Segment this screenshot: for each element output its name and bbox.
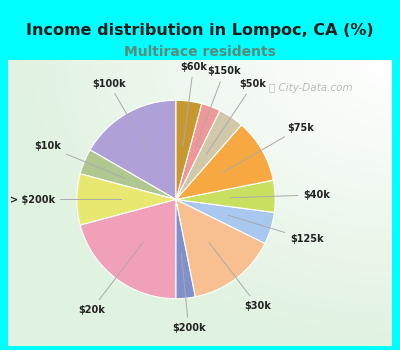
Text: $50k: $50k [206, 79, 266, 154]
Text: $75k: $75k [223, 122, 314, 172]
Wedge shape [90, 100, 176, 200]
Text: > $200k: > $200k [10, 195, 122, 204]
Wedge shape [176, 199, 195, 299]
Wedge shape [176, 125, 273, 199]
Text: Income distribution in Lompoc, CA (%): Income distribution in Lompoc, CA (%) [26, 23, 374, 38]
Text: $40k: $40k [230, 190, 330, 200]
Wedge shape [176, 100, 202, 200]
Wedge shape [176, 180, 275, 212]
Text: $125k: $125k [228, 215, 324, 244]
Text: $60k: $60k [180, 62, 207, 146]
Wedge shape [77, 174, 176, 225]
Text: $100k: $100k [92, 78, 149, 152]
Wedge shape [80, 150, 176, 199]
Text: $200k: $200k [172, 254, 206, 333]
Text: Multirace residents: Multirace residents [124, 46, 276, 60]
Text: $150k: $150k [195, 66, 241, 149]
Text: Ⓜ City-Data.com: Ⓜ City-Data.com [269, 83, 353, 93]
Wedge shape [176, 199, 265, 297]
Wedge shape [80, 199, 176, 299]
Wedge shape [176, 111, 242, 199]
Wedge shape [176, 104, 220, 200]
Wedge shape [176, 199, 274, 243]
Text: $10k: $10k [34, 141, 126, 179]
Text: $30k: $30k [209, 243, 271, 311]
Text: $20k: $20k [78, 243, 143, 315]
